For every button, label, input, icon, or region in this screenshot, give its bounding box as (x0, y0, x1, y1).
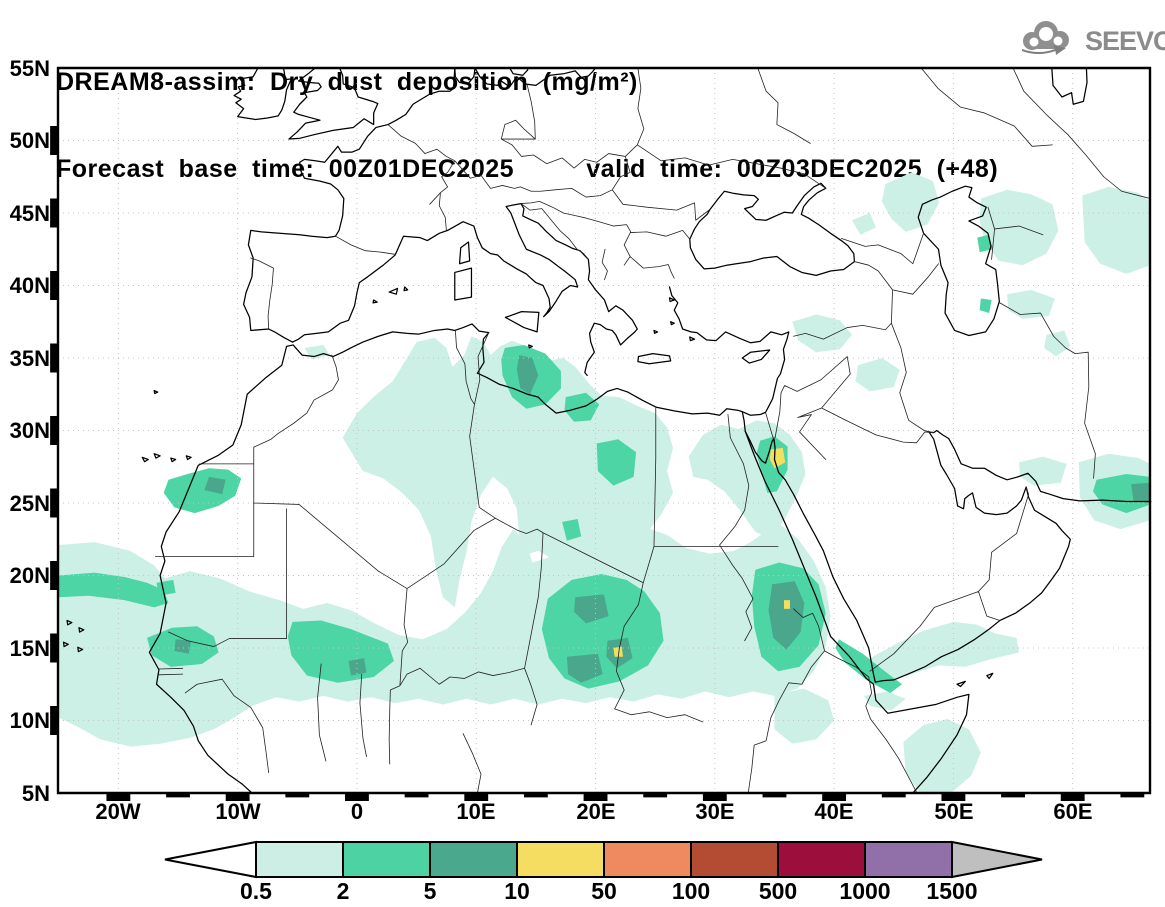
logo-text: SEEVCCC (1085, 26, 1165, 56)
colorbar-seg-500-1000 (777, 841, 866, 878)
cb-label-5: 5 (423, 878, 437, 904)
colorbar-seg-100-500 (690, 841, 779, 878)
cb-label-1000: 1000 (839, 878, 891, 904)
colorbar-right-arrow (951, 840, 1043, 879)
dust-dark-contours (174, 355, 1151, 683)
colorbar-seg-0p5-2 (255, 841, 344, 878)
lat-label-10n: 10N (9, 708, 50, 733)
lat-label-50n: 50N (9, 128, 50, 153)
coastlines (63, 68, 1150, 793)
lon-label-10w: 10W (215, 799, 261, 824)
cloud-arrow-icon (1022, 21, 1069, 55)
colorbar-seg-50-100 (603, 841, 692, 878)
lat-label-30n: 30N (9, 418, 50, 443)
cb-label-10: 10 (504, 878, 530, 904)
cb-label-500: 500 (758, 878, 798, 904)
colorbar-seg-1000-1500 (864, 841, 953, 878)
nile-river (720, 415, 753, 641)
country-borders (155, 68, 1150, 793)
forecast-map (58, 68, 1150, 793)
lon-label-0: 0 (350, 799, 364, 824)
axis-ticks (50, 126, 1145, 801)
colorbar-seg-5-10 (429, 841, 518, 878)
lat-label-25n: 25N (9, 491, 50, 516)
lon-label-30e: 30E (695, 799, 735, 824)
colorbar-seg-2-5 (342, 841, 431, 878)
colorbar-left-arrow (164, 840, 257, 879)
dust-yellow-contours (613, 447, 790, 657)
lat-label-55n: 55N (9, 56, 50, 81)
lon-label-20w: 20W (95, 799, 141, 824)
colorbar (164, 840, 1043, 879)
title-line-1: DREAM8-assim: Dry dust deposition (mg/m²… (56, 68, 638, 96)
colorbar-seg-10-50 (516, 841, 605, 878)
lon-label-10e: 10E (456, 799, 496, 824)
lon-label-50e: 50E (934, 799, 974, 824)
cb-label-2: 2 (336, 878, 350, 904)
cb-label-50: 50 (591, 878, 617, 904)
lon-label-60e: 60E (1053, 799, 1093, 824)
plot-title: DREAM8-assim: Dry dust deposition (mg/m²… (56, 10, 998, 213)
title-line-2: Forecast base time: 00Z01DEC2025 valid t… (56, 155, 999, 183)
lat-label-15n: 15N (9, 636, 50, 661)
cb-label-100: 100 (671, 878, 711, 904)
lat-label-20n: 20N (9, 563, 50, 588)
seevccc-logo: SEEVCCC (1012, 18, 1165, 62)
lon-label-20e: 20E (576, 799, 616, 824)
lat-label-35n: 35N (9, 346, 50, 371)
lat-label-5n: 5N (21, 781, 50, 806)
cb-label-1500: 1500 (926, 878, 978, 904)
lon-label-40e: 40E (814, 799, 854, 824)
cb-label-0p5: 0.5 (240, 878, 272, 904)
lat-label-45n: 45N (9, 201, 50, 226)
lat-label-40n: 40N (9, 273, 50, 298)
